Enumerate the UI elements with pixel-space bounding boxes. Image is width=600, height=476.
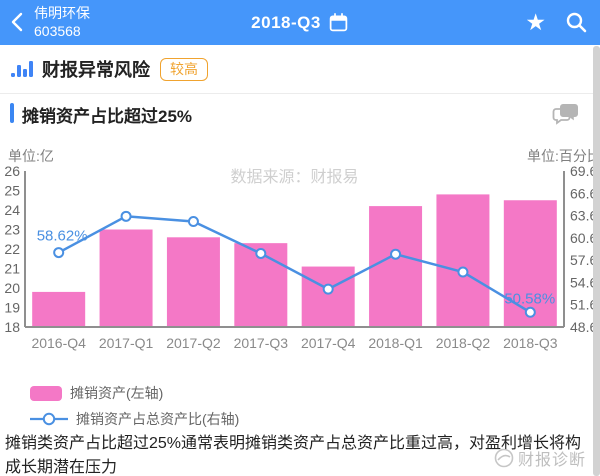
- left-tick-label: 26: [4, 163, 20, 179]
- bar-series-swatch: [30, 385, 62, 401]
- left-tick-label: 20: [4, 280, 20, 296]
- back-button[interactable]: [6, 10, 30, 34]
- stock-info: 伟明环保 603568: [34, 4, 90, 40]
- right-tick-label: 51.6: [570, 297, 597, 313]
- ratio-line: [58, 215, 531, 314]
- line-point-2017-Q3: [255, 247, 267, 259]
- app-watermark: 财报诊断: [493, 446, 586, 470]
- chart-legend: 摊销资产(左轴) 摊销资产占总资产比(右轴): [30, 382, 239, 434]
- right-tick-label: 48.6: [570, 319, 597, 335]
- bar-chart-icon: [11, 61, 33, 77]
- line-series-glyph: [30, 412, 68, 426]
- risk-level-badge: 较高: [160, 57, 208, 81]
- right-tick-label: 66.6: [570, 185, 597, 201]
- card-header: 摊销资产占比超过25%: [0, 100, 600, 130]
- line-point-2016-Q4: [53, 247, 65, 259]
- bar-2017-Q2: [166, 237, 220, 327]
- line-point-2018-Q1: [390, 248, 402, 260]
- right-tick-label: 54.6: [570, 274, 597, 290]
- search-icon: [566, 12, 587, 33]
- bar-2018-Q2: [436, 194, 490, 327]
- search-button[interactable]: [564, 10, 588, 34]
- right-tick-label: 60.6: [570, 230, 597, 246]
- watermark-text: 财报诊断: [517, 452, 586, 469]
- comment-bubbles-icon: [552, 104, 578, 125]
- right-tick-label: 57.6: [570, 252, 597, 268]
- period-label: 2018-Q3: [251, 12, 321, 32]
- bar-2018-Q1: [369, 206, 423, 327]
- calendar-icon: [329, 13, 348, 32]
- left-tick-label: 19: [4, 300, 20, 316]
- point-value-label: 58.62%: [37, 228, 88, 245]
- x-tick-label: 2018-Q2: [436, 335, 491, 351]
- x-tick-label: 2016-Q4: [31, 335, 86, 351]
- risk-description: 摊销类资产占比超过25%通常表明摊销类资产占总资产比重过高，对盈利增长将构成长期…: [5, 435, 582, 476]
- line-point-2017-Q2: [187, 216, 199, 228]
- comment-button[interactable]: [552, 100, 580, 128]
- x-tick-label: 2017-Q3: [234, 335, 289, 351]
- chart-source-watermark: 数据来源：财报易: [230, 168, 358, 186]
- bar-2018-Q3: [503, 200, 557, 327]
- watermark-logo-icon: [494, 448, 514, 468]
- legend-item-bar: 摊销资产(左轴): [30, 382, 239, 404]
- card-title: 摊销资产占比超过25%: [22, 107, 193, 126]
- star-icon: ★: [525, 9, 546, 35]
- risk-section-header: 财报异常风险 较高: [0, 45, 600, 93]
- risk-section-title: 财报异常风险: [42, 60, 150, 80]
- stock-name: 伟明环保: [34, 5, 90, 21]
- left-tick-label: 23: [4, 222, 20, 238]
- x-tick-label: 2017-Q1: [99, 335, 154, 351]
- line-point-2017-Q4: [322, 283, 334, 295]
- right-tick-label: 69.6: [570, 163, 597, 179]
- right-tick-label: 63.6: [570, 208, 597, 224]
- left-tick-label: 18: [4, 319, 20, 335]
- left-tick-label: 22: [4, 241, 20, 257]
- scrollbar[interactable]: [593, 46, 600, 476]
- left-tick-label: 25: [4, 183, 20, 199]
- line-point-2017-Q1: [120, 210, 132, 222]
- line-point-2018-Q2: [457, 266, 469, 278]
- x-tick-label: 2017-Q4: [301, 335, 356, 351]
- amortization-chart: 数据来源：财报易 26 25 24 23 22 21 20 19 18 69.6 66.6 63.6 60…: [4, 163, 597, 351]
- legend-label: 摊销资产占总资产比(右轴): [76, 411, 240, 427]
- back-chevron-icon: [11, 12, 23, 32]
- period-selector[interactable]: 2018-Q3: [251, 12, 349, 33]
- favorite-button[interactable]: ★: [525, 9, 546, 35]
- legend-label: 摊销资产(左轴): [70, 385, 164, 401]
- point-value-label: 50.58%: [504, 290, 555, 307]
- accent-bar: [10, 103, 14, 123]
- legend-item-line: 摊销资产占总资产比(右轴): [30, 408, 239, 430]
- x-tick-label: 2018-Q1: [368, 335, 423, 351]
- left-axis-unit: 单位:亿: [8, 148, 54, 164]
- divider: [0, 93, 600, 94]
- left-tick-label: 21: [4, 261, 20, 277]
- x-tick-label: 2018-Q3: [503, 335, 558, 351]
- stock-code: 603568: [34, 23, 81, 39]
- bar-2016-Q4: [32, 291, 86, 327]
- left-tick-label: 24: [4, 202, 20, 218]
- header-bar: 伟明环保 603568 2018-Q3 ★: [0, 0, 600, 45]
- bar-2017-Q1: [99, 229, 153, 327]
- x-tick-label: 2017-Q2: [166, 335, 221, 351]
- right-axis-unit: 单位:百分比: [527, 148, 600, 164]
- bar-2017-Q4: [301, 266, 355, 327]
- line-point-2018-Q3: [524, 306, 536, 318]
